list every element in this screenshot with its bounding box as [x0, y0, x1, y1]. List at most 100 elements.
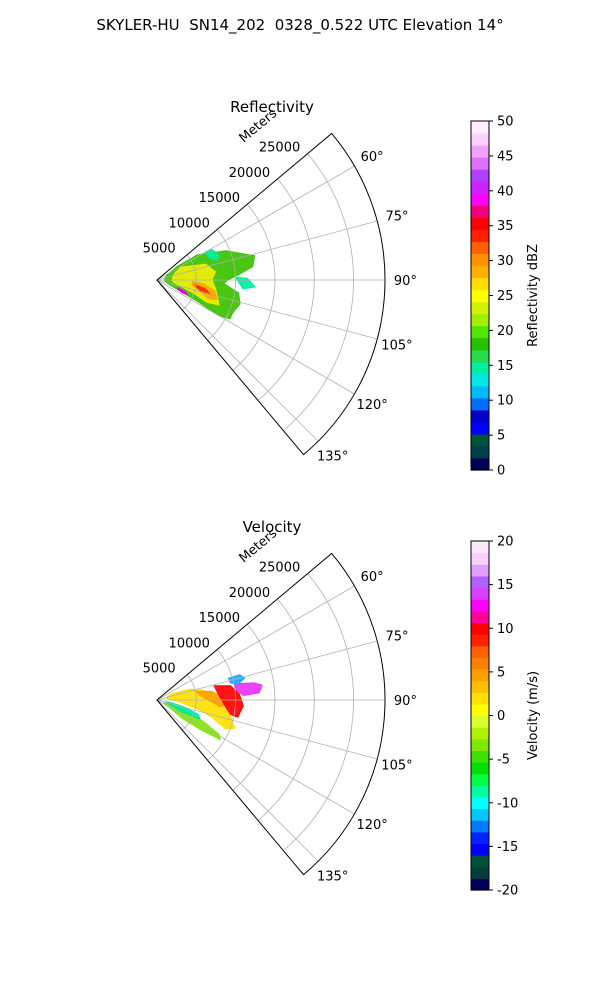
colorbar-segment-0 — [471, 457, 489, 471]
colorbar-segment-23 — [471, 181, 489, 194]
theta-tick-label-3: 105° — [381, 758, 412, 773]
colorbar-segment-18 — [471, 668, 489, 682]
colorbar-segment-22 — [471, 622, 489, 635]
grid-circle-2 — [232, 623, 276, 791]
velocity-panel: Velocity500010000150002000025000Meters60… — [143, 518, 541, 899]
colorbar-segment-11 — [471, 325, 489, 339]
reflectivity-panel: Reflectivity500010000150002000025000Mete… — [143, 98, 541, 479]
colorbar-tick-label-0: 0 — [497, 464, 505, 479]
grid-circle-1 — [207, 229, 236, 341]
figure-title: SKYLER-HU SN14_202 0328_0.522 UTC Elevat… — [96, 16, 504, 34]
theta-tick-label-2: 90° — [394, 274, 417, 289]
colorbar-segment-2 — [471, 855, 489, 868]
colorbar-tick-label-8: 40 — [497, 184, 514, 199]
chart-title: Reflectivity — [230, 98, 314, 116]
colorbar-segment-19 — [471, 229, 489, 242]
r-tick-label-1: 10000 — [169, 636, 210, 651]
theta-tick-label-3: 105° — [381, 338, 412, 353]
colorbar-tick-label-1: 5 — [497, 429, 505, 444]
colorbar-tick-label-0: -20 — [497, 884, 518, 899]
colorbar-tick-label-7: 35 — [497, 219, 514, 234]
grid-spoke-0 — [156, 165, 355, 281]
colorbar-label: Reflectivity dBZ — [526, 244, 541, 347]
colorbar-segment-10 — [471, 337, 489, 351]
colorbar-segment-6 — [471, 808, 489, 821]
colorbar-segment-24 — [471, 599, 489, 612]
colorbar-segment-10 — [471, 762, 489, 775]
colorbar-segment-21 — [471, 205, 489, 218]
colorbar-segment-25 — [471, 157, 489, 170]
colorbar-segment-29 — [471, 541, 489, 554]
colorbar-segment-20 — [471, 217, 489, 230]
grid-circle-2 — [232, 203, 276, 371]
colorbar-segment-23 — [471, 610, 489, 624]
colorbar-tick-label-4: 20 — [497, 324, 514, 339]
data-region-4 — [213, 685, 244, 718]
colorbar-tick-label-9: 45 — [497, 149, 514, 164]
colorbar-segment-6 — [471, 385, 489, 399]
colorbar-segment-8 — [471, 361, 489, 375]
colorbar-segment-27 — [471, 564, 489, 577]
r-tick-label-4: 25000 — [259, 561, 300, 576]
colorbar-segment-11 — [471, 750, 489, 763]
grid-spoke-3 — [156, 279, 378, 340]
colorbar-tick-label-2: 10 — [497, 394, 514, 409]
colorbar-segment-25 — [471, 587, 489, 600]
colorbar-segment-4 — [471, 409, 489, 423]
colorbar-segment-16 — [471, 692, 489, 705]
colorbar-segment-15 — [471, 703, 489, 717]
theta-tick-label-0: 60° — [361, 150, 384, 165]
colorbar-segment-3 — [471, 421, 489, 435]
colorbar-tick-label-10: 50 — [497, 115, 514, 130]
grid-spoke-0 — [156, 585, 355, 701]
theta-tick-label-2: 90° — [394, 694, 417, 709]
theta-tick-label-1: 75° — [385, 210, 408, 225]
grid-circle-3 — [257, 178, 315, 401]
r-tick-label-2: 15000 — [199, 191, 240, 206]
colorbar-segment-4 — [471, 831, 489, 845]
colorbar-tick-label-5: 5 — [497, 665, 505, 680]
colorbar-tick-label-7: 15 — [497, 578, 514, 593]
colorbar-tick-label-6: 10 — [497, 622, 514, 637]
grid-spoke-5 — [156, 699, 319, 862]
colorbar-segment-20 — [471, 645, 489, 658]
colorbar-segment-18 — [471, 241, 489, 254]
colorbar-segment-14 — [471, 715, 489, 728]
theta-tick-label-4: 120° — [356, 818, 387, 833]
colorbar-segment-19 — [471, 657, 489, 670]
grid-circle-3 — [257, 598, 315, 821]
colorbar-segment-12 — [471, 738, 489, 751]
data-region-4 — [176, 287, 189, 296]
grid-spoke-1 — [156, 640, 378, 701]
colorbar-segment-5 — [471, 397, 489, 411]
colorbar-segment-26 — [471, 575, 489, 589]
grid-spoke-1 — [156, 220, 378, 281]
theta-tick-label-5: 135° — [317, 870, 348, 885]
r-tick-label-3: 20000 — [229, 166, 270, 181]
colorbar-segment-26 — [471, 145, 489, 158]
grid-circle-4 — [283, 153, 354, 431]
colorbar-tick-label-6: 30 — [497, 254, 514, 269]
colorbar-segment-17 — [471, 680, 489, 693]
colorbar-segment-3 — [471, 843, 489, 856]
colorbar-segment-2 — [471, 433, 489, 447]
data-region-5 — [203, 248, 220, 262]
colorbar-segment-5 — [471, 820, 489, 833]
chart-title: Velocity — [243, 518, 302, 536]
colorbar-segment-12 — [471, 313, 489, 327]
plot-frame — [156, 552, 386, 876]
colorbar-tick-label-3: 15 — [497, 359, 514, 374]
r-tick-label-0: 5000 — [143, 662, 176, 677]
colorbar-segment-14 — [471, 289, 489, 303]
colorbar-segment-7 — [471, 796, 489, 810]
theta-tick-label-0: 60° — [361, 570, 384, 585]
grid-spoke-4 — [156, 699, 355, 815]
theta-tick-label-5: 135° — [317, 450, 348, 465]
data-region-3 — [193, 690, 229, 708]
data-region-6 — [227, 674, 246, 685]
colorbar-tick-label-3: -5 — [497, 753, 510, 768]
colorbar-segment-0 — [471, 878, 489, 891]
colorbar-segment-9 — [471, 349, 489, 363]
r-tick-label-2: 15000 — [199, 611, 240, 626]
